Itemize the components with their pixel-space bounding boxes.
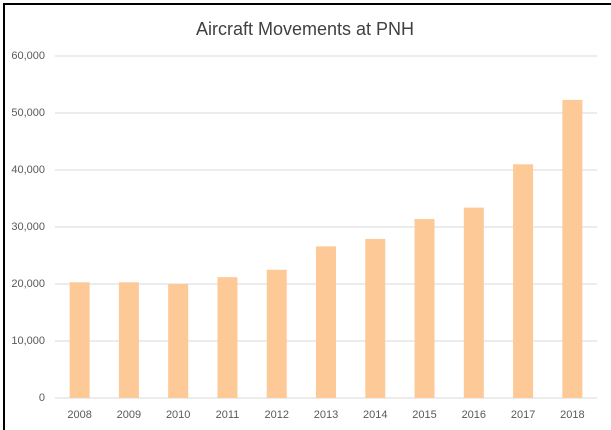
- bar: [69, 282, 90, 398]
- x-tick-label: 2011: [216, 409, 240, 421]
- x-tick-label: 2016: [462, 409, 486, 421]
- bar: [217, 277, 238, 398]
- y-tick-label: 10,000: [11, 335, 45, 347]
- x-tick-label: 2010: [166, 409, 190, 421]
- bar: [365, 238, 386, 398]
- bar: [463, 207, 484, 398]
- x-tick-label: 2013: [314, 409, 338, 421]
- bar: [414, 219, 435, 398]
- x-tick-label: 2018: [560, 409, 584, 421]
- y-tick-label: 60,000: [11, 50, 45, 62]
- frame: [3, 3, 611, 430]
- bar: [168, 284, 189, 398]
- y-tick-label: 0: [39, 392, 45, 404]
- x-tick-label: 2009: [117, 409, 141, 421]
- x-tick-label: 2017: [511, 409, 535, 421]
- y-tick-label: 40,000: [11, 164, 45, 176]
- bar: [118, 282, 139, 398]
- y-tick-label: 50,000: [11, 107, 45, 119]
- x-tick-label: 2014: [363, 409, 387, 421]
- chart-title: Aircraft Movements at PNH: [196, 19, 414, 39]
- x-tick-label: 2015: [412, 409, 436, 421]
- x-tick-label: 2012: [264, 409, 288, 421]
- y-tick-label: 30,000: [11, 221, 45, 233]
- bar: [513, 164, 534, 398]
- bar: [562, 99, 583, 398]
- bar: [316, 246, 336, 398]
- y-tick-label: 20,000: [11, 278, 45, 290]
- x-tick-label: 2008: [67, 409, 91, 421]
- bar: [266, 269, 287, 398]
